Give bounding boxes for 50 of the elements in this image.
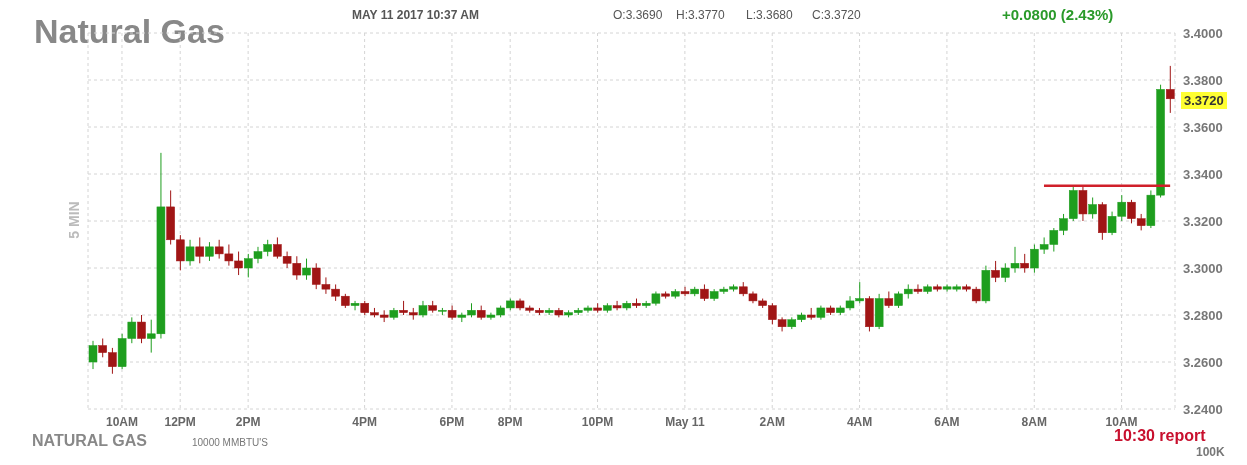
x-tick-label: 12PM [164, 414, 196, 429]
candlestick [195, 236, 205, 264]
x-tick-label: 6PM [439, 414, 465, 429]
x-tick-label: 10AM [105, 414, 138, 429]
x-tick-label: May 11 [665, 414, 705, 429]
candlestick [1088, 197, 1097, 220]
text: 10000 MMBTU'S [192, 437, 268, 448]
x-tick-label: 10AM [1105, 414, 1138, 429]
candlestick [137, 314, 146, 344]
y-tick-label: 3.2600 [1183, 354, 1223, 370]
candlestick [1166, 65, 1175, 114]
x-tick-label: 2AM [759, 414, 785, 429]
x-tick-label: 8AM [1021, 414, 1047, 429]
candlestick [612, 300, 622, 311]
y-tick-label: 3.2800 [1183, 307, 1223, 323]
text: 100K [1196, 445, 1225, 459]
y-tick-label: 3.3400 [1183, 166, 1223, 182]
text: H:3.3770 [676, 8, 725, 22]
y-tick-label: 3.3600 [1183, 119, 1223, 135]
text: L:3.3680 [746, 8, 793, 22]
text: 10:30 report [1114, 427, 1206, 445]
y-tick-label: 3.4000 [1183, 25, 1223, 41]
text: MAY 11 2017 10:37 AM [352, 8, 479, 22]
candlestick [302, 258, 311, 281]
text: +0.0800 (2.43%) [1002, 6, 1114, 23]
candlestick [88, 340, 98, 370]
candlestick [1020, 253, 1029, 274]
text: 3.3720 [1181, 92, 1227, 109]
candlestick [205, 241, 214, 262]
candlestick [913, 283, 923, 295]
y-tick-label: 3.3200 [1183, 213, 1223, 229]
candlestick [350, 300, 360, 311]
candlestick [185, 239, 195, 267]
text: O:3.3690 [613, 8, 663, 22]
x-tick-label: 4AM [846, 414, 873, 429]
x-tick-label: 4PM [352, 414, 377, 429]
text: C:3.3720 [812, 8, 861, 22]
text: NATURAL GAS [32, 432, 147, 450]
candlestick [1078, 185, 1088, 222]
y-tick-label: 3.2400 [1183, 401, 1223, 417]
candlestick [680, 286, 690, 297]
y-tick-label: 3.3800 [1183, 72, 1223, 88]
x-tick-label: 10PM [581, 414, 614, 429]
x-tick-label: 2PM [235, 414, 261, 429]
text: 5 MIN [65, 201, 82, 239]
x-tick-label: 8PM [497, 414, 523, 429]
candlestick [991, 260, 1000, 283]
y-tick-label: 3.3000 [1183, 260, 1223, 276]
chart-title: Natural Gas [34, 12, 225, 51]
x-tick-label: 6AM [934, 414, 960, 429]
